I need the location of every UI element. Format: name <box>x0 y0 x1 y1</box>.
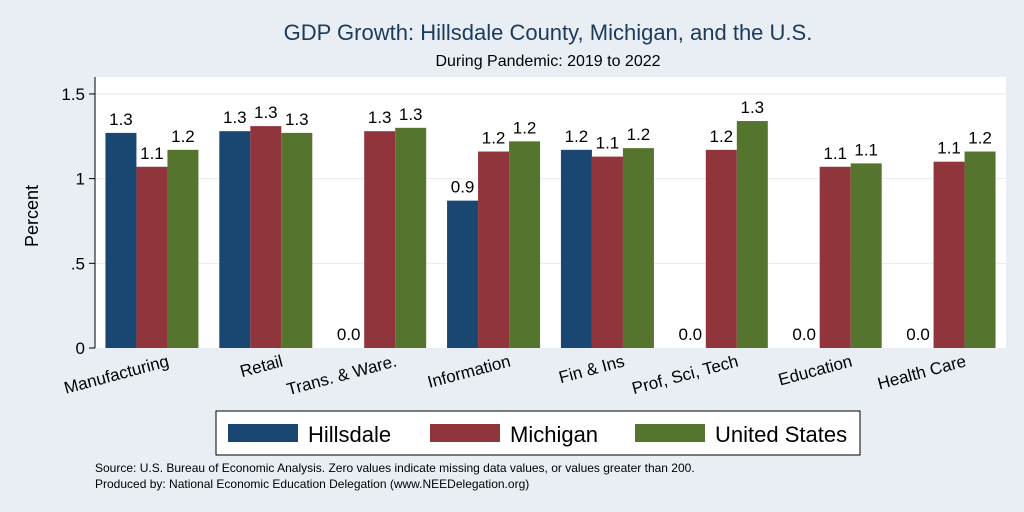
bar <box>447 200 479 348</box>
bar <box>933 161 965 348</box>
legend-swatch <box>228 424 298 442</box>
bar <box>509 141 541 348</box>
bar <box>736 121 768 348</box>
data-label: 1.2 <box>482 129 506 148</box>
bar <box>705 149 737 348</box>
y-tick-label: 1 <box>76 170 85 189</box>
bar <box>819 166 851 348</box>
data-label: 1.2 <box>709 127 733 146</box>
y-tick-label: 1.5 <box>61 85 85 104</box>
data-label: 1.3 <box>223 108 247 127</box>
x-tick-label: Fin & Ins <box>557 352 627 388</box>
bar <box>167 149 199 348</box>
data-label: 1.1 <box>823 144 847 163</box>
x-tick-label: Retail <box>238 352 285 382</box>
legend-box <box>215 410 861 456</box>
x-tick-label: Education <box>776 352 854 390</box>
bar <box>591 156 623 348</box>
legend-entry: United States <box>715 422 847 447</box>
legend-entry: Hillsdale <box>308 422 391 447</box>
bar <box>364 131 396 348</box>
data-label: 1.1 <box>854 140 878 159</box>
bar <box>478 151 510 348</box>
source-note: Source: U.S. Bureau of Economic Analysis… <box>95 461 695 475</box>
y-tick-label: 0 <box>76 339 85 358</box>
x-tick-label: Manufacturing <box>62 352 171 398</box>
legend-swatch <box>430 424 500 442</box>
data-label: 1.3 <box>740 98 764 117</box>
bar <box>560 149 592 348</box>
x-tick-label: Trans. & Ware. <box>285 352 399 400</box>
data-label: 0.9 <box>451 178 475 197</box>
data-label: 1.3 <box>399 105 423 124</box>
x-tick-label: Prof, Sci, Tech <box>630 352 740 399</box>
data-label: 0.0 <box>792 325 816 344</box>
y-axis-label: Percent <box>22 185 42 247</box>
data-label: 1.2 <box>968 129 992 148</box>
data-label: 1.2 <box>171 127 195 146</box>
bar <box>964 151 996 348</box>
bar <box>250 126 282 349</box>
data-label: 0.0 <box>337 325 361 344</box>
x-tick-label: Health Care <box>876 352 969 394</box>
data-label: 1.1 <box>596 134 620 153</box>
data-label: 1.2 <box>565 127 589 146</box>
bar <box>105 132 137 348</box>
chart-title: GDP Growth: Hillsdale County, Michigan, … <box>284 20 813 45</box>
data-label: 0.0 <box>906 325 930 344</box>
legend-entry: Michigan <box>510 422 598 447</box>
bar <box>850 163 882 348</box>
bar <box>622 148 654 348</box>
data-label: 1.1 <box>937 139 961 158</box>
legend-swatch <box>635 424 705 442</box>
chart-subtitle: During Pandemic: 2019 to 2022 <box>435 53 660 70</box>
data-label: 1.2 <box>627 125 651 144</box>
bar <box>395 127 427 348</box>
data-label: 1.3 <box>109 110 133 129</box>
data-label: 1.1 <box>140 144 164 163</box>
x-tick-label: Information <box>426 352 513 392</box>
legend: Hillsdale Michigan United States <box>215 410 861 456</box>
bar <box>136 166 168 348</box>
bar <box>281 132 313 348</box>
y-tick-label: .5 <box>71 254 85 273</box>
bar <box>219 131 251 348</box>
data-label: 1.2 <box>513 118 537 137</box>
data-label: 1.3 <box>254 103 278 122</box>
data-label: 1.3 <box>368 108 392 127</box>
data-label: 1.3 <box>285 110 309 129</box>
data-label: 0.0 <box>678 325 702 344</box>
producer-note: Produced by: National Economic Education… <box>95 477 529 491</box>
